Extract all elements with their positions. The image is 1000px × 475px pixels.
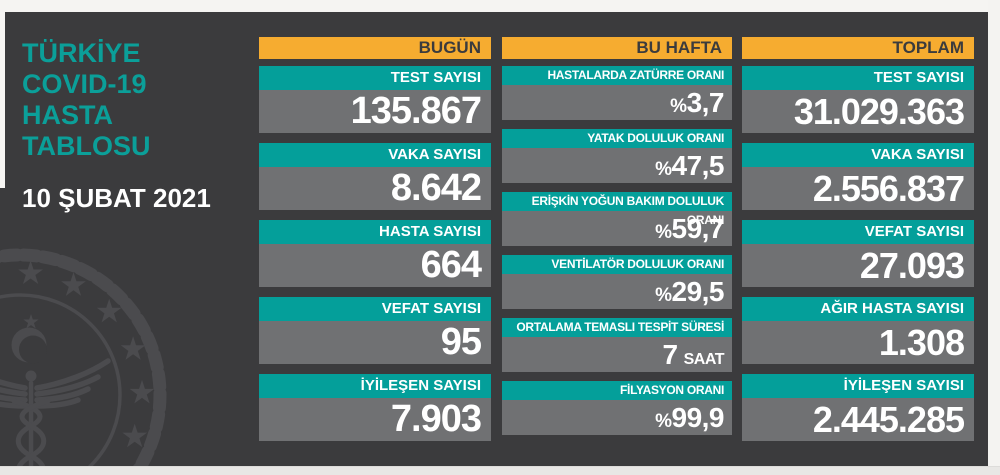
stat-value: %59,7: [502, 211, 732, 246]
stat-value-number: 29,5: [671, 276, 725, 307]
stat-label: VEFAT SAYISI: [259, 297, 491, 321]
stat-value-unit: SAAT: [683, 351, 725, 368]
stat-value: 1.308: [742, 321, 974, 364]
stat-label: FİLYASYON ORANI: [502, 381, 732, 400]
stat-label: AĞIR HASTA SAYISI: [742, 297, 974, 321]
stat-value: 95: [259, 321, 491, 364]
stat-value-number: 3,7: [686, 87, 725, 118]
report-title-line: COVID-19: [22, 69, 147, 99]
percent-sign: %: [655, 285, 672, 306]
stat-box: İYİLEŞEN SAYISI 7.903: [259, 374, 491, 441]
stat-value: 2.556.837: [742, 167, 974, 210]
percent-sign: %: [655, 222, 672, 243]
stat-value: %47,5: [502, 148, 732, 183]
stat-label: ERİŞKİN YOĞUN BAKIM DOLULUK ORANI: [502, 192, 732, 227]
stat-box: VEFAT SAYISI 27.093: [742, 220, 974, 287]
stat-box: VEFAT SAYISI 95: [259, 297, 491, 364]
page-margin-bottom: [0, 466, 1000, 475]
stat-value-number: 99,9: [671, 402, 725, 433]
column-header-bu-hafta: BU HAFTA: [502, 37, 732, 59]
stat-box: FİLYASYON ORANI %99,9: [502, 381, 732, 435]
stat-box: TEST SAYISI 135.867: [259, 66, 491, 133]
stat-value: 8.642: [259, 167, 491, 210]
stat-box: TEST SAYISI 31.029.363: [742, 66, 974, 133]
stat-value-number: 59,7: [671, 213, 725, 244]
stat-value: 135.867: [259, 90, 491, 133]
stat-box: YATAK DOLULUK ORANI %47,5: [502, 129, 732, 183]
stat-label: TEST SAYISI: [742, 66, 974, 90]
stat-value: 2.445.285: [742, 398, 974, 441]
stat-box: VAKA SAYISI 8.642: [259, 143, 491, 210]
page-margin-top: [0, 0, 1000, 12]
percent-sign: %: [655, 159, 672, 180]
stat-box: VENTİLATÖR DOLULUK ORANI %29,5: [502, 255, 732, 309]
page-margin-left: [0, 12, 5, 188]
stat-value: 664: [259, 244, 491, 287]
stat-box: AĞIR HASTA SAYISI 1.308: [742, 297, 974, 364]
stat-label: VAKA SAYISI: [259, 143, 491, 167]
stat-box: ERİŞKİN YOĞUN BAKIM DOLULUK ORANI %59,7: [502, 192, 732, 246]
stat-value: 7.903: [259, 398, 491, 441]
stat-value-number: 7: [662, 339, 679, 370]
stat-value: 31.029.363: [742, 90, 974, 133]
stat-label: İYİLEŞEN SAYISI: [259, 374, 491, 398]
stat-label: ORTALAMA TEMASLI TESPİT SÜRESİ: [502, 318, 732, 337]
stat-label: YATAK DOLULUK ORANI: [502, 129, 732, 148]
stat-label: TEST SAYISI: [259, 66, 491, 90]
stat-value: %99,9: [502, 400, 732, 435]
stat-label: HASTA SAYISI: [259, 220, 491, 244]
ministry-of-health-emblem-icon: [0, 195, 220, 466]
stat-label: HASTALARDA ZATÜRRE ORANI: [502, 66, 732, 85]
stat-label: İYİLEŞEN SAYISI: [742, 374, 974, 398]
stat-box: VAKA SAYISI 2.556.837: [742, 143, 974, 210]
column-header-bugun: BUGÜN: [259, 37, 491, 59]
stat-label: VENTİLATÖR DOLULUK ORANI: [502, 255, 732, 274]
column-header-toplam: TOPLAM: [742, 37, 974, 59]
stat-box: İYİLEŞEN SAYISI 2.445.285: [742, 374, 974, 441]
stat-value: %3,7: [502, 85, 732, 120]
sidebar: TÜRKİYE COVID-19 HASTA TABLOSU 10 ŞUBAT …: [22, 38, 247, 214]
stat-value-number: 47,5: [671, 150, 725, 181]
stat-box: ORTALAMA TEMASLI TESPİT SÜRESİ 7 SAAT: [502, 318, 732, 372]
percent-sign: %: [655, 411, 672, 432]
dashboard-panel: TÜRKİYE COVID-19 HASTA TABLOSU 10 ŞUBAT …: [0, 12, 988, 466]
stat-value: 27.093: [742, 244, 974, 287]
stat-value: 7 SAAT: [502, 337, 732, 372]
report-date: 10 ŞUBAT 2021: [22, 183, 211, 213]
stat-label: VEFAT SAYISI: [742, 220, 974, 244]
report-title: TÜRKİYE COVID-19 HASTA TABLOSU: [22, 38, 247, 162]
percent-sign: %: [670, 96, 687, 117]
page-margin-right: [988, 0, 1000, 474]
report-title-line: TABLOSU: [22, 131, 151, 161]
report-title-line: HASTA: [22, 100, 113, 130]
stat-box: HASTA SAYISI 664: [259, 220, 491, 287]
stat-label: VAKA SAYISI: [742, 143, 974, 167]
stat-value: %29,5: [502, 274, 732, 309]
stat-box: HASTALARDA ZATÜRRE ORANI %3,7: [502, 66, 732, 120]
report-title-line: TÜRKİYE: [22, 38, 141, 68]
